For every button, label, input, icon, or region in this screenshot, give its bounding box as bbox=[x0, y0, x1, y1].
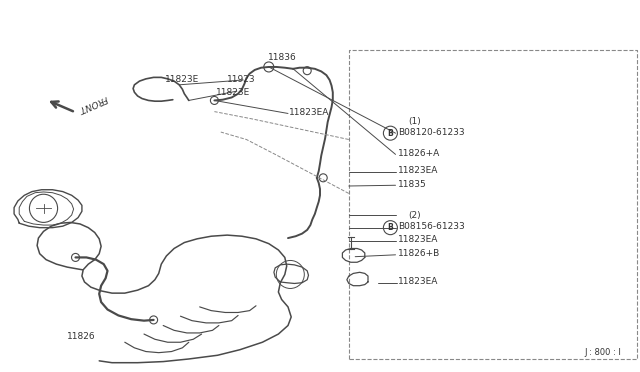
Text: B: B bbox=[388, 223, 393, 232]
Text: 11823EA: 11823EA bbox=[398, 235, 438, 244]
Text: (2): (2) bbox=[408, 211, 421, 220]
Text: 11823EA: 11823EA bbox=[289, 108, 330, 117]
Text: 11836: 11836 bbox=[268, 53, 296, 62]
Text: 11826: 11826 bbox=[67, 332, 96, 341]
Text: B08120-61233: B08120-61233 bbox=[398, 128, 465, 137]
Text: 11923: 11923 bbox=[227, 76, 256, 84]
Text: (1): (1) bbox=[408, 117, 421, 126]
Text: 11823EA: 11823EA bbox=[398, 277, 438, 286]
Text: 11826+A: 11826+A bbox=[398, 149, 440, 158]
Text: B08156-61233: B08156-61233 bbox=[398, 222, 465, 231]
Text: 11835: 11835 bbox=[398, 180, 427, 189]
Text: 11823E: 11823E bbox=[165, 76, 200, 84]
Text: B: B bbox=[388, 129, 393, 138]
Text: 11823EA: 11823EA bbox=[398, 166, 438, 175]
Text: 11823E: 11823E bbox=[216, 88, 251, 97]
Text: 11826+B: 11826+B bbox=[398, 249, 440, 258]
Text: J : 800 : I: J : 800 : I bbox=[584, 348, 621, 357]
Text: FRONT: FRONT bbox=[77, 93, 109, 113]
